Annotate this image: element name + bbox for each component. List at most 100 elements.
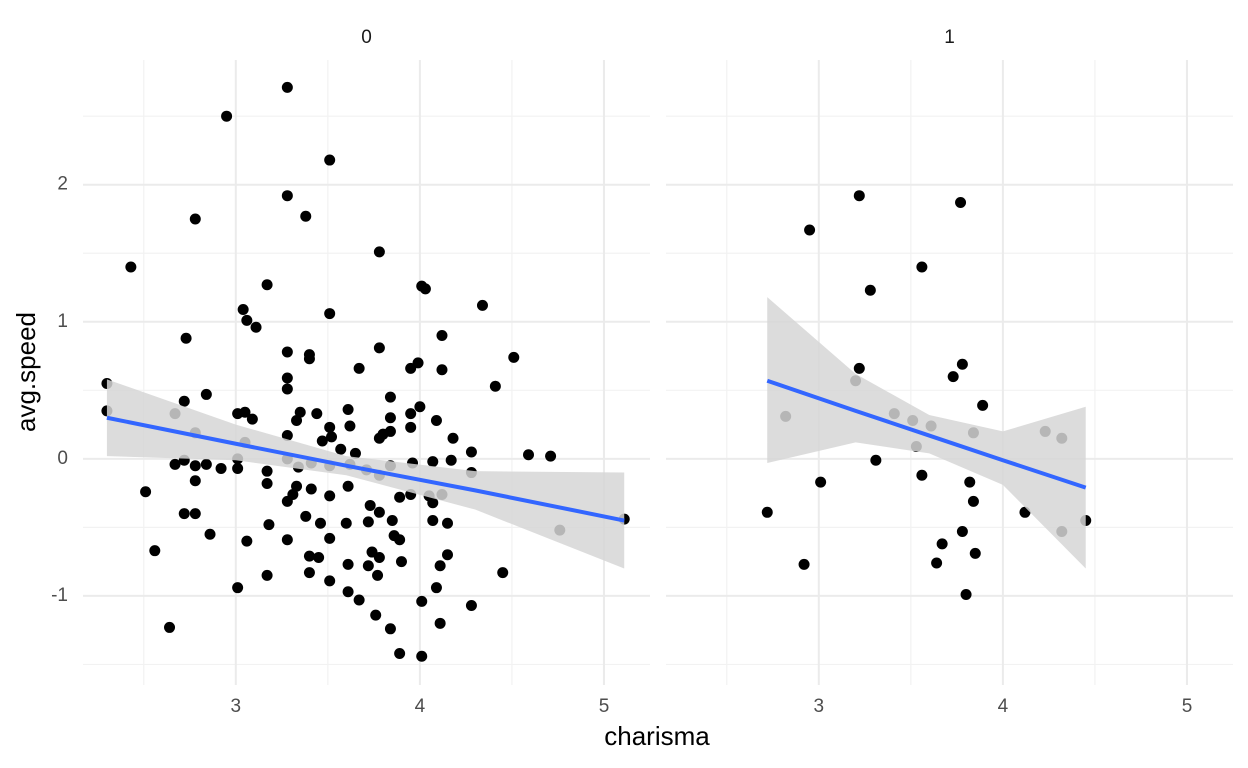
- point: [241, 535, 253, 547]
- point: [870, 454, 882, 466]
- point: [386, 515, 398, 527]
- point: [232, 582, 244, 594]
- point: [761, 506, 773, 518]
- confidence-band: [106, 379, 625, 569]
- point: [364, 499, 376, 511]
- point: [373, 506, 385, 518]
- point: [476, 299, 488, 311]
- x-tick-label: 5: [1182, 696, 1193, 717]
- point: [305, 483, 317, 495]
- point: [291, 414, 303, 426]
- point: [370, 609, 382, 621]
- point: [125, 261, 137, 273]
- point: [200, 458, 212, 470]
- point: [200, 388, 212, 400]
- y-tick-label: 1: [57, 311, 68, 332]
- point: [864, 284, 876, 296]
- point: [956, 525, 968, 537]
- point: [326, 431, 338, 443]
- point: [300, 210, 312, 222]
- point: [427, 515, 439, 527]
- point: [947, 371, 959, 383]
- fit-line: [766, 378, 1087, 490]
- point: [313, 552, 325, 564]
- point: [281, 495, 293, 507]
- point: [324, 421, 336, 433]
- point: [342, 404, 354, 416]
- point: [373, 246, 385, 258]
- point: [204, 528, 216, 540]
- point: [436, 364, 448, 376]
- point: [405, 362, 417, 374]
- point: [434, 560, 446, 572]
- point: [936, 538, 948, 550]
- point: [178, 395, 190, 407]
- point: [324, 532, 336, 544]
- point: [261, 465, 273, 477]
- x-tick-label: 4: [998, 696, 1009, 717]
- point: [798, 558, 810, 570]
- point: [324, 154, 336, 166]
- point: [300, 510, 312, 522]
- point: [434, 617, 446, 629]
- point: [164, 621, 176, 633]
- point: [377, 428, 389, 440]
- point: [303, 353, 315, 365]
- point: [442, 549, 453, 561]
- point: [335, 443, 347, 455]
- point: [189, 460, 201, 472]
- y-tick-label: 0: [57, 448, 68, 469]
- point: [246, 413, 258, 425]
- point: [232, 462, 244, 474]
- point: [977, 399, 989, 411]
- point: [362, 516, 374, 528]
- point: [263, 519, 275, 531]
- point: [237, 303, 249, 315]
- point: [508, 351, 520, 363]
- point: [316, 435, 328, 447]
- point: [232, 408, 244, 420]
- point: [353, 362, 365, 374]
- x-axis-title: charisma: [604, 721, 710, 751]
- point: [281, 81, 293, 93]
- point: [140, 486, 152, 498]
- point: [960, 589, 972, 601]
- point: [405, 421, 417, 433]
- point: [545, 450, 557, 462]
- point: [436, 329, 448, 341]
- y-tick-label: 2: [57, 174, 68, 195]
- point: [178, 508, 190, 520]
- x-tick-label: 3: [231, 696, 242, 717]
- point: [442, 517, 453, 529]
- point: [394, 647, 406, 659]
- point: [261, 478, 273, 490]
- point: [241, 314, 253, 326]
- point: [416, 595, 428, 607]
- point: [956, 358, 968, 370]
- fit-line: [106, 415, 625, 523]
- panel-title: 1: [944, 27, 955, 48]
- point: [853, 362, 865, 374]
- point: [916, 261, 928, 273]
- point: [489, 380, 501, 392]
- point: [405, 408, 417, 420]
- point: [281, 346, 293, 358]
- point: [324, 490, 336, 502]
- point: [853, 190, 865, 202]
- point: [372, 569, 384, 581]
- point: [314, 517, 326, 529]
- point: [414, 401, 426, 413]
- point: [969, 547, 981, 559]
- point: [967, 495, 979, 507]
- point: [419, 283, 431, 295]
- point: [373, 342, 385, 354]
- point: [955, 197, 967, 209]
- point: [465, 600, 477, 612]
- y-tick-label: -1: [51, 585, 68, 606]
- point: [221, 110, 233, 122]
- point: [215, 462, 227, 474]
- point: [342, 586, 354, 598]
- point: [324, 575, 336, 587]
- point: [447, 432, 459, 444]
